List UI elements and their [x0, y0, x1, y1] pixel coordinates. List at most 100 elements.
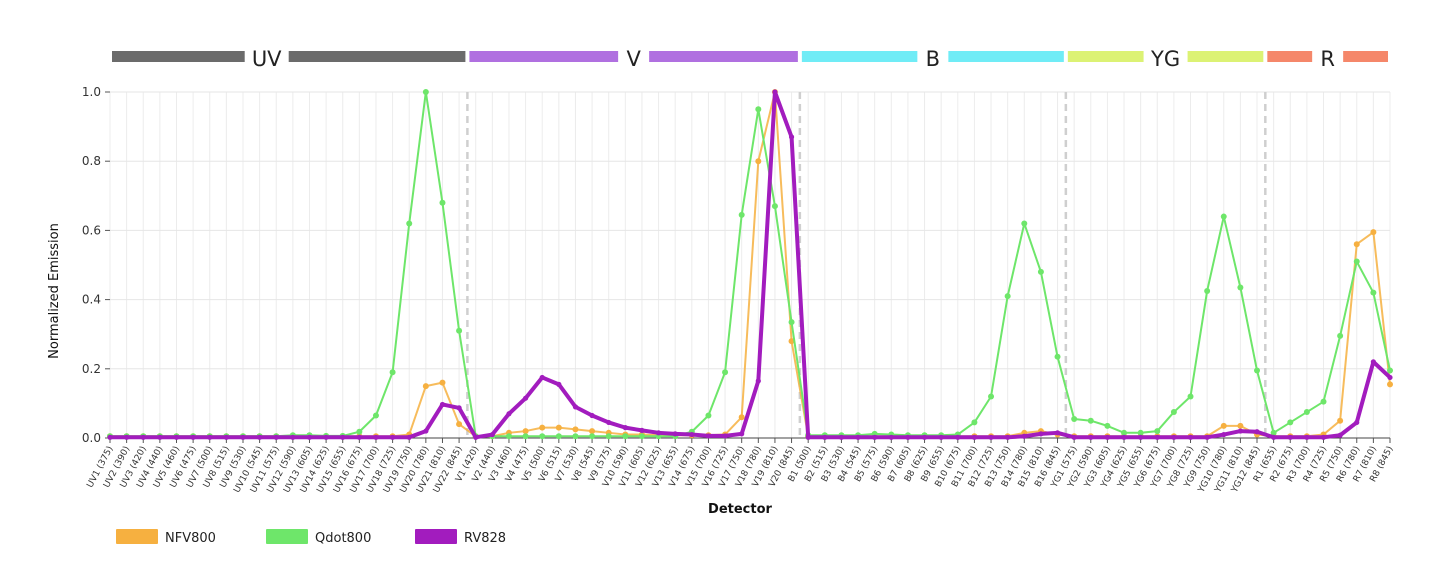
group-bar-b-right: [948, 51, 1064, 62]
data-point-qdot800: [1187, 393, 1194, 400]
data-point-qdot800: [1071, 415, 1078, 422]
group-label-v: V: [626, 47, 641, 71]
data-point-qdot800: [1104, 422, 1111, 429]
data-point-nfv800: [1370, 229, 1377, 236]
data-point-rv828: [306, 434, 313, 440]
data-point-qdot800: [522, 433, 529, 440]
data-point-qdot800: [722, 369, 729, 376]
data-point-rv828: [1304, 434, 1310, 440]
data-point-rv828: [323, 434, 329, 440]
data-point-rv828: [1021, 433, 1027, 439]
data-point-qdot800: [1037, 268, 1044, 275]
data-point-qdot800: [1337, 332, 1344, 339]
y-tick-label: 0.4: [82, 293, 101, 307]
y-tick-label: 0.8: [82, 154, 101, 168]
data-point-rv828: [921, 434, 928, 440]
data-point-nfv800: [1220, 422, 1227, 429]
data-point-rv828: [705, 433, 712, 439]
data-point-rv828: [157, 434, 163, 440]
data-point-qdot800: [539, 433, 546, 440]
data-point-nfv800: [539, 424, 546, 431]
data-point-qdot800: [1353, 258, 1360, 265]
data-point-rv828: [107, 434, 113, 440]
legend-swatch-qdot800: [266, 529, 308, 544]
data-point-rv828: [1337, 432, 1343, 438]
series-line-rv828: [108, 90, 1392, 440]
legend-label-nfv800: NFV800: [165, 531, 216, 546]
data-point-nfv800: [522, 428, 529, 435]
y-tick-label: 0.0: [82, 431, 101, 445]
data-point-rv828: [273, 434, 279, 440]
data-point-rv828: [672, 431, 678, 437]
data-point-rv828: [473, 434, 479, 440]
data-point-rv828: [1054, 430, 1061, 436]
data-point-qdot800: [1121, 429, 1128, 436]
data-point-qdot800: [1137, 429, 1144, 436]
data-point-nfv800: [1353, 241, 1360, 248]
data-point-qdot800: [356, 428, 363, 435]
data-point-qdot800: [1054, 353, 1061, 360]
data-point-qdot800: [1170, 409, 1177, 416]
data-point-rv828: [190, 434, 196, 440]
data-point-qdot800: [622, 433, 629, 440]
group-bar-v-right: [649, 51, 798, 62]
data-point-rv828: [572, 404, 579, 410]
group-bar-r-right: [1343, 51, 1388, 62]
data-point-rv828: [173, 434, 180, 440]
data-point-rv828: [1005, 434, 1011, 440]
data-point-qdot800: [1237, 284, 1244, 291]
data-point-rv828: [556, 381, 562, 387]
data-point-rv828: [1171, 434, 1177, 440]
y-tick-label: 0.2: [82, 362, 101, 376]
data-point-nfv800: [572, 426, 579, 433]
data-point-rv828: [1221, 431, 1227, 438]
data-point-rv828: [522, 395, 529, 401]
data-point-rv828: [1038, 431, 1044, 437]
data-point-rv828: [739, 431, 745, 437]
data-point-rv828: [1154, 434, 1160, 440]
data-point-qdot800: [755, 106, 762, 113]
data-point-rv828: [888, 434, 894, 440]
data-point-qdot800: [1370, 289, 1377, 296]
data-point-rv828: [1271, 434, 1277, 440]
data-point-rv828: [1387, 374, 1393, 381]
data-point-qdot800: [1021, 220, 1028, 227]
series-rv828: [107, 89, 1393, 440]
data-point-rv828: [855, 434, 861, 440]
data-point-rv828: [722, 433, 728, 439]
data-point-qdot800: [988, 393, 995, 400]
series-nfv800: [107, 89, 1393, 440]
data-point-qdot800: [1320, 398, 1327, 405]
data-point-rv828: [124, 434, 130, 440]
group-bar-uv-left: [112, 51, 245, 62]
data-point-rv828: [589, 412, 595, 419]
data-point-rv828: [955, 434, 961, 440]
data-point-rv828: [240, 434, 246, 440]
data-point-rv828: [223, 434, 229, 440]
legend-swatch-nfv800: [116, 529, 158, 544]
data-point-rv828: [1138, 434, 1144, 440]
data-point-nfv800: [439, 379, 446, 386]
data-point-qdot800: [771, 203, 778, 210]
data-point-qdot800: [705, 412, 712, 419]
data-point-qdot800: [589, 433, 596, 440]
data-point-qdot800: [1087, 417, 1094, 424]
group-label-uv: UV: [252, 47, 282, 71]
y-tick-label: 0.6: [82, 223, 101, 237]
data-point-rv828: [356, 434, 362, 440]
data-point-nfv800: [555, 424, 562, 431]
data-point-nfv800: [1387, 381, 1393, 388]
data-point-rv828: [539, 374, 545, 381]
legend-swatch-rv828: [415, 529, 457, 544]
group-bar-r-left: [1267, 51, 1313, 62]
data-point-nfv800: [755, 158, 762, 165]
data-point-rv828: [406, 434, 412, 440]
data-point-rv828: [622, 425, 628, 431]
data-point-rv828: [1204, 434, 1210, 440]
data-point-rv828: [639, 427, 645, 433]
data-point-rv828: [988, 434, 994, 440]
data-point-rv828: [788, 134, 795, 140]
data-point-rv828: [373, 434, 379, 440]
data-point-qdot800: [372, 412, 379, 419]
data-point-rv828: [971, 434, 978, 440]
